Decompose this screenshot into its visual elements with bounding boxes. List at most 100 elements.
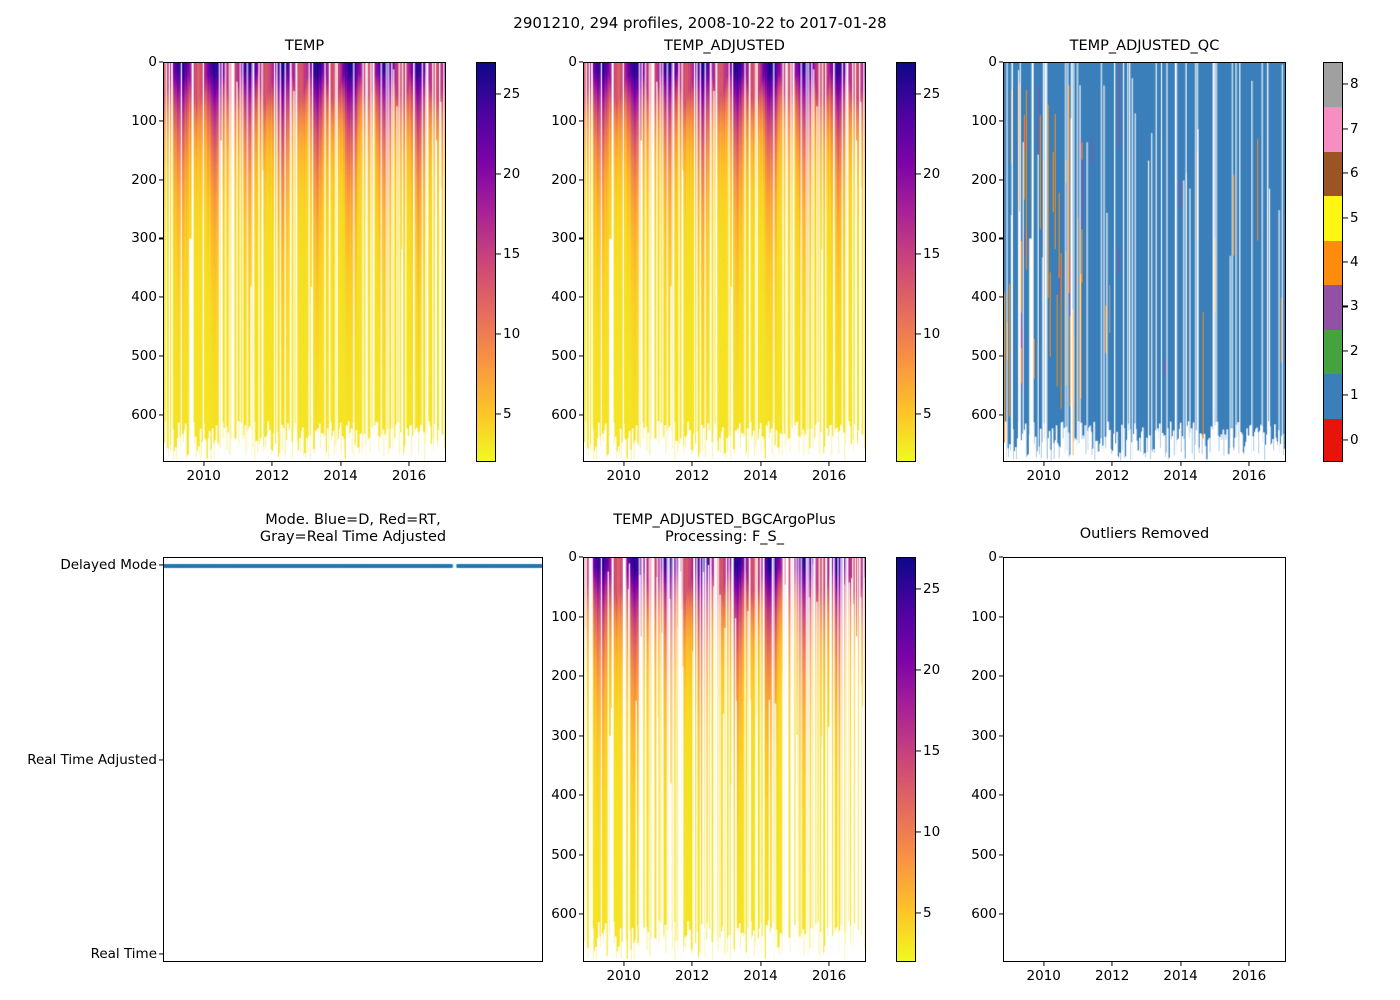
colorbar-tick-mark <box>916 912 921 914</box>
y-tick-mark <box>999 61 1003 63</box>
colorbar-tick-mark <box>496 173 501 175</box>
y-tick-mark <box>159 355 163 357</box>
colorbar-tick-label: 10 <box>923 824 941 841</box>
y-tick-mark <box>579 556 583 558</box>
colorbar-temp-adjusted-ramp <box>897 63 915 461</box>
x-tick-label: 2012 <box>1094 468 1130 484</box>
colorbar-tick-label: 5 <box>503 406 512 422</box>
y-tick-mark <box>999 556 1003 558</box>
x-tick-mark <box>1248 462 1250 466</box>
y-tick-mark <box>999 854 1003 856</box>
y-tick-mark <box>999 179 1003 181</box>
y-tick-mark <box>579 296 583 298</box>
axes-outliers-removed[interactable] <box>1003 557 1286 962</box>
axes-bgcargoplus[interactable] <box>583 557 866 962</box>
y-tick-mark <box>579 237 583 240</box>
y-tick-label: 300 <box>551 727 577 744</box>
colorbar-tick-label: 20 <box>923 166 941 182</box>
qc-colorbar-tick-mark <box>1343 305 1348 307</box>
y-tick-mark <box>999 675 1003 677</box>
x-tick-label: 2014 <box>743 968 778 984</box>
y-tick-label: 500 <box>131 348 157 365</box>
y-tick-mark <box>159 296 163 298</box>
y-tick-mark <box>999 794 1003 796</box>
x-tick-mark <box>760 962 762 966</box>
y-tick-label: 200 <box>131 171 157 188</box>
x-tick-label: 2010 <box>1026 968 1061 984</box>
mode-y-tick-label: Delayed Mode <box>60 557 157 573</box>
qc-colorbar-tick-label: 1 <box>1350 387 1359 404</box>
y-tick-mark <box>999 296 1003 298</box>
x-tick-label: 2010 <box>186 468 221 484</box>
y-tick-label: 300 <box>131 230 157 247</box>
x-tick-label: 2014 <box>743 468 778 484</box>
x-tick-label: 2014 <box>1163 468 1198 484</box>
colorbar-tick-label: 15 <box>923 246 941 262</box>
qc-colorbar-band-5 <box>1324 196 1342 241</box>
y-tick-label: 100 <box>971 112 997 129</box>
x-tick-mark <box>340 462 342 466</box>
y-tick-label: 400 <box>971 787 997 804</box>
y-tick-mark <box>579 675 583 677</box>
y-tick-label: 200 <box>551 171 577 188</box>
panel-temp-adjusted: TEMP_ADJUSTED 0 100 200 300 400 500 600 2010 201… <box>551 38 940 484</box>
y-tick-label: 0 <box>568 54 577 70</box>
qc-colorbar-tick-label: 5 <box>1350 209 1359 226</box>
y-tick-label: 400 <box>971 289 997 306</box>
y-tick-mark <box>579 616 583 618</box>
colorbar-tick-label: 10 <box>503 326 521 342</box>
y-tick-label: 600 <box>551 906 577 923</box>
colorbar-tick-label: 5 <box>923 406 932 422</box>
y-tick-label: 500 <box>971 348 997 365</box>
colorbar-tick-mark <box>496 253 501 255</box>
colorbar-tick-mark <box>916 669 921 671</box>
qc-colorbar-tick-mark <box>1343 83 1348 85</box>
qc-colorbar-tick-label: 7 <box>1350 120 1359 137</box>
y-tick-label: 400 <box>551 289 577 306</box>
qc-colorbar-band-2 <box>1324 329 1342 375</box>
qc-colorbar-tick-mark <box>1343 350 1348 352</box>
y-tick-mark <box>579 854 583 856</box>
y-tick-mark <box>159 237 163 240</box>
y-tick-label: 100 <box>971 608 997 625</box>
colorbar-tick-label: 5 <box>923 905 932 922</box>
axes-temp-adjusted-qc[interactable] <box>1003 62 1286 462</box>
y-tick-mark <box>579 179 583 181</box>
x-tick-mark <box>1180 962 1182 966</box>
y-tick-label: 0 <box>988 54 997 70</box>
axes-temp[interactable] <box>163 62 446 462</box>
colorbar-qc <box>1323 62 1343 462</box>
panel-temp-adjusted-qc-title: TEMP_ADJUSTED_QC <box>1069 38 1220 54</box>
x-tick-label: 2016 <box>1231 468 1267 484</box>
figure-suptitle: 2901210, 294 profiles, 2008-10-22 to 201… <box>513 14 887 32</box>
scatter-data-mode <box>164 558 542 961</box>
x-tick-mark <box>1180 462 1182 466</box>
colorbar-tick-label: 20 <box>503 166 521 182</box>
panel-outliers-removed-title: Outliers Removed <box>1079 526 1210 542</box>
y-tick-mark <box>579 414 583 416</box>
panel-temp-adjusted-title: TEMP_ADJUSTED <box>664 38 785 54</box>
heatmap-temp-adjusted-qc <box>1004 63 1285 461</box>
colorbar-tick-label: 20 <box>923 662 941 679</box>
colorbar-tick-mark <box>916 173 921 175</box>
x-tick-label: 2016 <box>811 968 847 984</box>
y-tick-label: 600 <box>131 406 157 423</box>
axes-data-mode[interactable] <box>163 557 543 962</box>
panel-data-mode: Mode. Blue=D, Red=RT, Gray=Real Time Adj… <box>27 512 543 970</box>
y-tick-mark <box>999 120 1003 122</box>
panel-temp-title: TEMP <box>284 38 325 54</box>
x-tick-label: 2010 <box>606 968 641 984</box>
colorbar-temp-adjusted <box>896 62 916 462</box>
mode-y-tick-mark <box>159 564 163 566</box>
x-tick-mark <box>760 462 762 466</box>
y-tick-mark <box>999 237 1003 240</box>
x-tick-mark <box>203 462 205 466</box>
y-tick-label: 500 <box>551 846 577 863</box>
mode-y-tick-mark <box>159 758 163 761</box>
axes-temp-adjusted[interactable] <box>583 62 866 462</box>
x-tick-mark <box>828 462 830 466</box>
x-tick-label: 2012 <box>674 468 710 484</box>
colorbar-tick-label: 10 <box>923 326 941 342</box>
x-tick-label: 2016 <box>1231 968 1267 984</box>
